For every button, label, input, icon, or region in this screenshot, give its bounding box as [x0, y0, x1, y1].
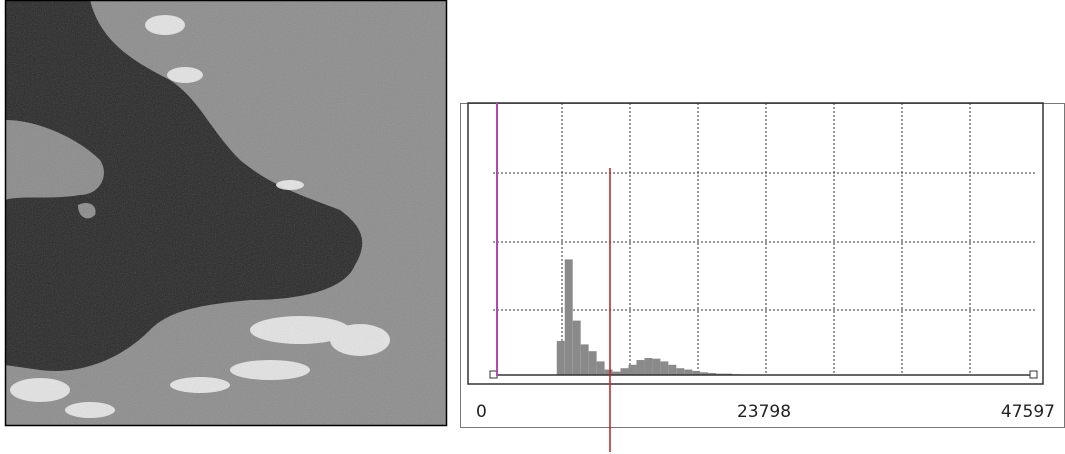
bar	[668, 365, 676, 375]
bar	[573, 321, 581, 375]
bar	[557, 341, 565, 375]
bar	[660, 361, 668, 375]
bar	[684, 370, 692, 375]
bar	[589, 351, 597, 375]
bar	[605, 370, 613, 375]
x-tick-label: 0	[476, 402, 487, 422]
bar	[581, 344, 589, 375]
bar	[629, 365, 637, 375]
bar	[621, 368, 629, 375]
bar	[644, 358, 652, 375]
x-tick-label: 23798	[737, 402, 791, 422]
bar	[652, 359, 660, 375]
satellite-image	[5, 0, 447, 426]
bar	[565, 259, 573, 375]
x-tick-label: 47597	[1001, 402, 1055, 422]
figure: 0 23798 47597	[0, 0, 1065, 454]
bar	[636, 360, 644, 375]
bar	[676, 368, 684, 375]
bar	[597, 361, 605, 375]
histogram-panel	[461, 103, 1065, 452]
